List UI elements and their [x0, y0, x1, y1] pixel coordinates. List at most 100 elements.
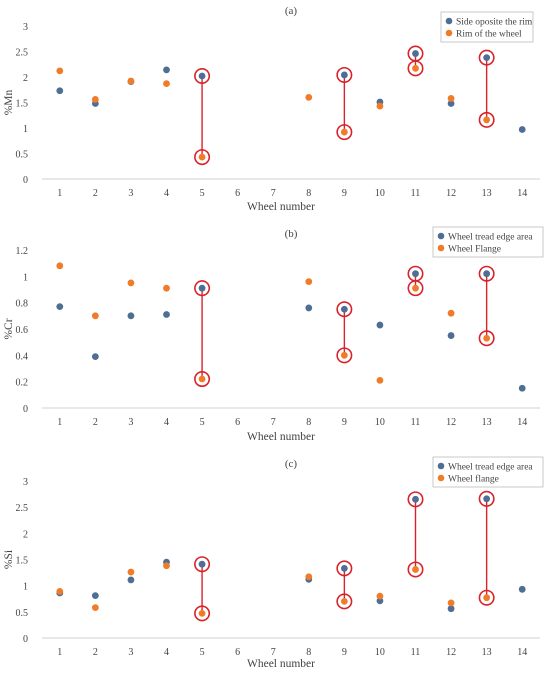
legend-label: Wheel Flange	[448, 245, 501, 255]
chart-panel: (c)00.511.522.531 2 3 4 5 6 7 8 9 10 11 12 13 14Wheel…	[3, 456, 544, 670]
data-point	[412, 566, 419, 573]
data-point	[447, 95, 455, 102]
highlight-ring	[194, 280, 211, 297]
data-point	[340, 128, 348, 136]
x-tick-label: 6	[235, 188, 240, 199]
data-point	[91, 353, 99, 361]
highlight-ring	[194, 149, 211, 166]
data-point	[56, 262, 64, 270]
legend-marker	[437, 462, 445, 470]
y-tick-label: 0.6	[16, 325, 29, 336]
data-point	[447, 100, 455, 107]
x-tick-label: 12	[446, 647, 456, 658]
data-point	[483, 594, 491, 602]
y-tick-label: 2.5	[16, 48, 29, 59]
chart-title: (c)	[285, 458, 298, 470]
chart-title: (a)	[285, 5, 298, 17]
data-point	[412, 495, 419, 503]
data-point	[163, 66, 170, 74]
legend-marker	[437, 474, 445, 482]
data-point	[340, 351, 348, 359]
x-tick-label: 9	[342, 188, 347, 199]
legend-label: Wheel flange	[448, 474, 499, 485]
data-point	[305, 304, 313, 312]
data-point	[376, 597, 384, 605]
x-tick-label: 7	[271, 647, 276, 658]
x-tick-label: 7	[271, 188, 276, 199]
legend-marker	[445, 17, 453, 25]
data-point	[163, 562, 170, 570]
x-axis-label: Wheel number	[247, 201, 315, 213]
x-axis-label: Wheel number	[247, 658, 315, 670]
x-tick-label: 11	[411, 188, 421, 199]
data-point	[163, 284, 170, 292]
legend-label: Wheel tread edge area	[448, 233, 533, 243]
x-tick-label: 3	[128, 417, 133, 428]
legend-marker	[445, 29, 453, 37]
x-tick-label: 7	[271, 417, 276, 428]
data-point	[447, 605, 455, 613]
x-tick-label: 4	[164, 188, 169, 199]
y-tick-label: 3	[23, 477, 28, 488]
x-tick-label: 13	[482, 188, 492, 199]
data-point	[412, 64, 419, 72]
data-point	[198, 375, 206, 383]
data-point	[483, 116, 491, 124]
y-tick-label: 0.5	[16, 608, 29, 619]
data-point	[483, 495, 491, 503]
data-point	[518, 126, 526, 133]
data-point	[376, 102, 384, 110]
x-tick-label: 3	[128, 188, 133, 199]
data-point	[198, 284, 206, 292]
y-tick-label: 1	[23, 582, 28, 593]
highlight-ring	[336, 124, 353, 141]
data-point	[483, 54, 491, 62]
data-point	[376, 592, 384, 600]
data-point	[198, 72, 206, 80]
x-tick-label: 2	[93, 188, 98, 199]
data-point	[483, 270, 491, 278]
x-tick-label: 5	[200, 417, 205, 428]
x-tick-label: 14	[517, 417, 527, 428]
x-tick-label: 5	[200, 188, 205, 199]
data-point	[340, 305, 348, 313]
highlight-ring	[478, 330, 495, 347]
y-tick-label: 0	[23, 404, 28, 415]
data-point	[56, 87, 64, 95]
data-point	[483, 334, 491, 342]
highlight-ring	[194, 371, 211, 388]
legend-label: Wheel tread edge area	[448, 463, 533, 473]
legend-label: Rim of the wheel	[456, 29, 522, 40]
x-tick-label: 12	[446, 417, 456, 428]
data-point	[447, 332, 455, 339]
x-tick-label: 1	[57, 647, 62, 658]
data-point	[56, 588, 64, 595]
data-point	[127, 312, 135, 320]
highlight-ring	[407, 491, 424, 508]
data-point	[91, 312, 99, 320]
data-point	[305, 573, 313, 581]
highlight-ring	[336, 301, 353, 318]
x-tick-label: 10	[375, 417, 385, 428]
y-tick-label: 0.2	[16, 378, 29, 389]
x-tick-label: 13	[482, 417, 492, 428]
legend-box	[432, 456, 544, 488]
highlight-ring	[478, 265, 495, 282]
x-tick-label: 8	[306, 188, 311, 199]
data-point	[127, 77, 135, 85]
y-tick-label: 1	[23, 124, 28, 135]
x-tick-label: 12	[446, 188, 456, 199]
x-tick-label: 1	[57, 188, 62, 199]
data-point	[163, 311, 170, 318]
x-tick-label: 11	[411, 647, 421, 658]
highlight-ring	[407, 280, 424, 297]
y-tick-label: 0	[23, 634, 28, 645]
data-point	[412, 50, 419, 57]
chart-panel: (a)00.511.522.531 2 3 4 5 6 7 8 9 10 11 12 13 14Wheel…	[3, 5, 540, 213]
data-point	[412, 270, 419, 278]
highlight-ring	[336, 66, 353, 83]
data-point	[340, 71, 348, 79]
x-tick-label: 3	[128, 647, 133, 658]
data-point	[412, 284, 419, 292]
